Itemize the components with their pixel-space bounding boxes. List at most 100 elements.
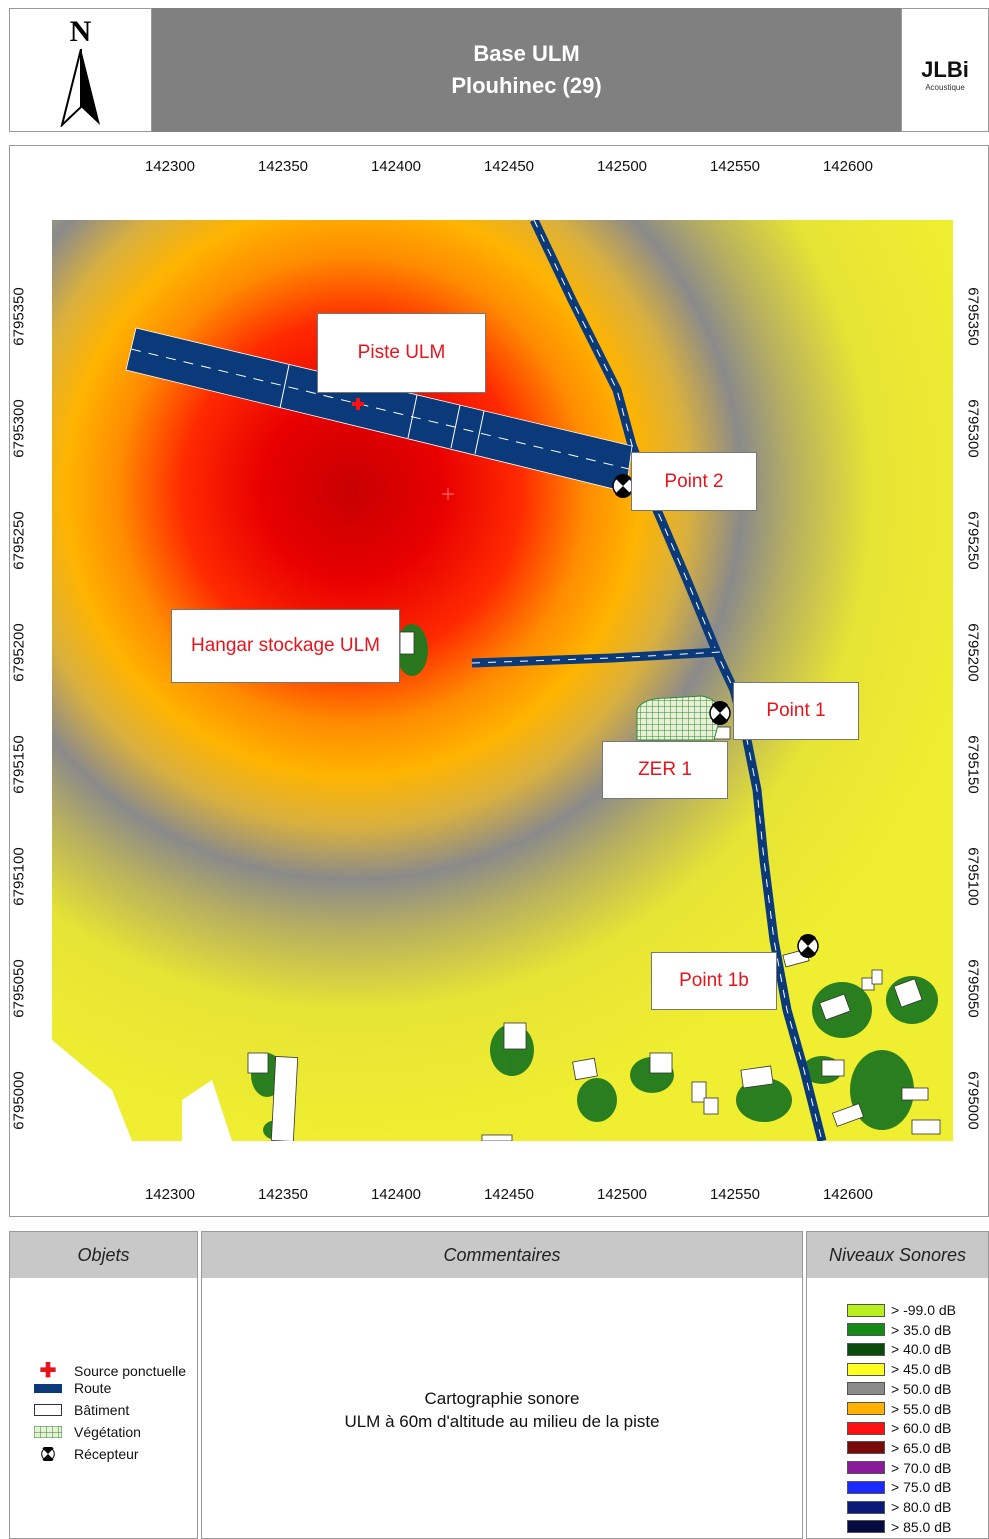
y-tick-label: 6795050 — [10, 959, 28, 1018]
level-label: > -99.0 dB — [891, 1302, 956, 1318]
y-tick-label: 6795050 — [964, 959, 982, 1018]
level-row: > 35.0 dB — [847, 1322, 951, 1338]
y-tick-label: 6795100 — [964, 847, 982, 906]
x-tick-label: 142550 — [709, 1186, 761, 1203]
levels-panel: Niveaux Sonores > -99.0 dB > 35.0 dB > 40.… — [806, 1231, 989, 1539]
receiver-icon[interactable] — [612, 474, 634, 498]
x-tick-label: 142500 — [596, 158, 648, 175]
level-row: > 55.0 dB — [847, 1401, 951, 1417]
legend-receiver: Récepteur — [22, 1446, 139, 1462]
receiver-icon[interactable] — [797, 934, 819, 958]
level-swatch — [847, 1461, 885, 1475]
y-tick-label: 6795300 — [10, 399, 28, 458]
x-tick-label: 142400 — [370, 158, 422, 175]
y-tick-label: 6795250 — [10, 511, 28, 570]
level-row: > 40.0 dB — [847, 1341, 951, 1357]
x-tick-label: 142450 — [483, 1186, 535, 1203]
level-row: > 50.0 dB — [847, 1381, 951, 1397]
level-label: > 35.0 dB — [891, 1321, 952, 1338]
level-label: > 60.0 dB — [891, 1420, 952, 1437]
callout-point-1: Point 1 — [733, 682, 859, 740]
legend-label: Route — [74, 1380, 112, 1396]
x-tick-label: 142450 — [483, 158, 535, 175]
level-swatch — [847, 1323, 885, 1337]
crosshair-icon — [442, 488, 454, 500]
x-tick-label: 142350 — [257, 158, 309, 175]
level-row: > 45.0 dB — [847, 1361, 951, 1377]
legend-label: Végétation — [74, 1424, 141, 1440]
level-label: > 40.0 dB — [891, 1341, 952, 1358]
level-label: > 65.0 dB — [891, 1439, 952, 1456]
comment-line-2: ULM à 60m d'altitude au milieu de la pis… — [344, 1412, 660, 1431]
white-urban-area — [52, 1040, 132, 1141]
north-arrow-icon — [60, 49, 100, 127]
comments-header: Commentaires — [202, 1232, 802, 1278]
level-row: > 65.0 dB — [847, 1440, 951, 1456]
level-swatch — [847, 1421, 885, 1435]
level-row: > -99.0 dB — [847, 1302, 956, 1318]
legend-source: ✚ Source ponctuelle — [22, 1358, 186, 1383]
y-tick-label: 6795100 — [10, 847, 28, 906]
vegetation-hatched-area — [636, 695, 721, 741]
y-tick-label: 6795350 — [964, 287, 982, 346]
legend-label: Source ponctuelle — [74, 1362, 187, 1379]
x-tick-label: 142550 — [709, 158, 761, 175]
level-swatch — [847, 1342, 885, 1356]
header-north-panel: N — [9, 8, 152, 132]
level-label: > 50.0 dB — [891, 1380, 952, 1397]
x-tick-label: 142600 — [822, 1186, 874, 1203]
x-tick-label: 142500 — [596, 1186, 648, 1203]
level-row: > 85.0 dB — [847, 1519, 951, 1535]
level-swatch — [847, 1520, 885, 1534]
header-logo-panel: JLBi Acoustique — [901, 8, 989, 132]
objects-list: ✚ Source ponctuelle Route Bâtiment Végét… — [22, 1358, 192, 1468]
objects-panel: Objets ✚ Source ponctuelle Route Bâtimen… — [9, 1231, 198, 1539]
road-swatch-icon — [22, 1383, 74, 1393]
point-source-icon — [352, 398, 364, 410]
white-urban-area — [182, 1080, 232, 1141]
legend-route: Route — [22, 1380, 111, 1396]
level-row: > 70.0 dB — [847, 1460, 951, 1476]
level-swatch — [847, 1480, 885, 1494]
y-tick-label: 6795350 — [10, 287, 28, 346]
level-label: > 85.0 dB — [891, 1518, 952, 1535]
logo: JLBi Acoustique — [912, 57, 978, 101]
y-tick-label: 6795000 — [10, 1071, 28, 1130]
callout-point-1b: Point 1b — [651, 952, 777, 1010]
north-label: N — [69, 15, 92, 48]
comments-panel: Commentaires Cartographie sonore ULM à 6… — [201, 1231, 803, 1539]
y-tick-label: 6795150 — [964, 735, 982, 794]
level-row: > 75.0 dB — [847, 1479, 951, 1495]
legend-building: Bâtiment — [22, 1402, 129, 1418]
header-title: Base ULM Plouhinec (29) — [152, 8, 901, 132]
legend-label: Récepteur — [74, 1446, 139, 1462]
receiver-icon[interactable] — [709, 701, 731, 725]
level-row: > 80.0 dB — [847, 1499, 951, 1515]
level-label: > 80.0 dB — [891, 1499, 952, 1515]
callout-point-2: Point 2 — [631, 452, 757, 511]
level-swatch — [847, 1500, 885, 1514]
x-tick-label: 142300 — [144, 158, 196, 175]
level-swatch — [847, 1303, 885, 1317]
vegetation-swatch-icon — [22, 1426, 74, 1438]
y-tick-label: 6795300 — [964, 399, 982, 458]
red-cross-icon: ✚ — [39, 1360, 57, 1382]
callout-zer-1: ZER 1 — [602, 741, 728, 799]
level-label: > 45.0 dB — [891, 1361, 952, 1378]
levels-header: Niveaux Sonores — [807, 1232, 988, 1278]
callout-hangar: Hangar stockage ULM — [171, 609, 400, 683]
objects-header: Objets — [10, 1232, 197, 1278]
building-swatch-icon — [22, 1404, 74, 1416]
level-swatch — [847, 1402, 885, 1415]
x-tick-label: 142400 — [370, 1186, 422, 1203]
x-tick-label: 142350 — [257, 1186, 309, 1203]
level-label: > 70.0 dB — [891, 1459, 952, 1476]
level-label: > 55.0 dB — [891, 1400, 952, 1417]
callout-piste-ulm: Piste ULM — [317, 313, 486, 393]
legend-label: Bâtiment — [74, 1402, 130, 1418]
level-swatch — [847, 1441, 885, 1455]
y-tick-label: 6795000 — [964, 1071, 982, 1130]
comment-line-1: Cartographie sonore — [424, 1389, 580, 1408]
y-tick-label: 6795200 — [964, 623, 982, 682]
level-label: > 75.0 dB — [891, 1479, 952, 1496]
